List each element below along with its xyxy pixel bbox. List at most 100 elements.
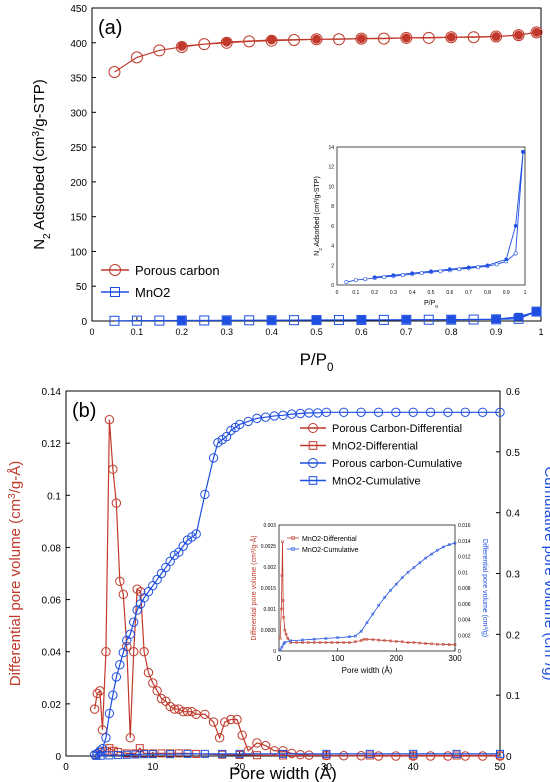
- data-point: [460, 407, 470, 417]
- inset-data-point: [383, 596, 386, 599]
- inset-data-point: [475, 265, 480, 270]
- y-axis-title: N2 Adsorbed (cm3/g-STP): [31, 79, 53, 250]
- inset-data-point: [466, 265, 471, 270]
- data-point: [477, 407, 488, 417]
- x-tick-label: 40: [408, 762, 420, 773]
- data-point: [135, 744, 144, 753]
- y-right-tick-label: 0.2: [506, 630, 520, 641]
- y-tick-label: 0: [81, 317, 87, 328]
- data-point: [101, 647, 111, 657]
- data-point: [208, 717, 219, 727]
- inset-data-point: [372, 275, 377, 279]
- data-point: [191, 709, 201, 719]
- inset-data-point: [429, 269, 433, 274]
- legend-marker: [110, 287, 120, 297]
- y-left-tick-label: 0.1: [47, 491, 61, 502]
- inset-x-tick-label: 0.5: [428, 290, 435, 296]
- legend-label: MnO2-Differential: [332, 441, 418, 453]
- y-tick-label: 350: [70, 74, 87, 85]
- data-point: [118, 647, 128, 658]
- inset-data-point: [395, 640, 398, 643]
- inset-y-left-axis-title: Differential pore volume (cm3/g-Å): [249, 535, 258, 640]
- inset-data-point: [301, 638, 304, 642]
- data-point: [139, 593, 149, 603]
- data-point: [208, 453, 219, 463]
- x-tick-label: 50: [494, 762, 506, 773]
- inset-data-point: [283, 628, 287, 632]
- inset-y-left-tick-label: 0: [273, 649, 276, 655]
- data-point: [198, 38, 211, 51]
- data-point: [111, 498, 122, 508]
- inset-data-point: [442, 545, 445, 549]
- inset-data-point: [330, 641, 334, 644]
- data-point: [131, 315, 142, 326]
- inset-data-point: [389, 589, 392, 592]
- y-left-tick-label: 0.14: [42, 387, 62, 398]
- data-point: [422, 31, 435, 44]
- inset-legend-marker: [291, 536, 295, 540]
- inset-y-tick-label: 8: [331, 204, 334, 210]
- data-point: [446, 32, 456, 42]
- data-point: [139, 647, 149, 657]
- inset-data-point: [406, 571, 410, 574]
- inset-series: [278, 540, 457, 646]
- data-point: [108, 464, 118, 474]
- legend-marker: [308, 441, 318, 450]
- data-point: [122, 750, 131, 759]
- inset-legend-label: MnO2-Cumulative: [302, 547, 359, 554]
- inset-y-right-axis-title: Differential pore volume (cm3/g): [481, 539, 490, 637]
- inset-x-tick-label: 0.1: [352, 290, 359, 296]
- inset-data-point: [400, 576, 404, 580]
- data-point: [235, 749, 244, 758]
- x-tick-label: 0: [89, 327, 94, 337]
- data-point: [104, 708, 115, 719]
- inset-data-point: [362, 637, 366, 641]
- data-point: [148, 580, 158, 591]
- data-point: [266, 315, 277, 326]
- y-right-tick-label: 0.1: [506, 691, 520, 702]
- inset-y-left-tick-label: 0.002: [263, 565, 276, 571]
- data-point: [125, 733, 135, 743]
- y-tick-label: 50: [76, 282, 88, 293]
- data-point: [115, 576, 125, 587]
- data-point: [321, 407, 332, 417]
- inset-data-point: [424, 556, 427, 560]
- x-tick-label: 10: [147, 762, 159, 773]
- data-point: [156, 568, 167, 579]
- inset-x-tick-label: 0: [336, 290, 339, 296]
- legend: Porous carbon MnO2: [101, 263, 220, 300]
- panel-b: 0 10 20 30 40 5000.020.040.060.080.10.120.140…: [7, 387, 550, 782]
- data-point: [92, 751, 101, 760]
- data-point: [89, 704, 100, 714]
- data-point: [200, 749, 209, 758]
- data-point: [237, 730, 247, 740]
- data-point: [177, 316, 186, 325]
- y-left-tick-label: 0: [55, 752, 61, 763]
- data-point: [169, 704, 180, 714]
- inset-y-tick-label: 10: [328, 184, 334, 190]
- x-tick-label: 0.6: [355, 327, 368, 337]
- x-tick-label: 0.9: [490, 327, 503, 337]
- inset-data-point: [286, 637, 290, 640]
- inset-x-tick-label: 0.9: [503, 290, 510, 296]
- data-point: [446, 314, 457, 325]
- inset-data-point: [280, 574, 284, 577]
- data-point: [200, 709, 210, 719]
- inset-y-tick-label: 2: [331, 263, 334, 269]
- data-point: [492, 315, 501, 324]
- inset-data-point: [436, 643, 439, 646]
- y-tick-label: 250: [70, 143, 87, 154]
- inset-data-point: [447, 267, 452, 272]
- data-point: [531, 306, 542, 317]
- inset-data-point: [307, 641, 310, 644]
- inset-data-point: [353, 278, 358, 283]
- data-point: [131, 750, 140, 759]
- data-point: [115, 660, 125, 670]
- data-point: [226, 714, 236, 725]
- inset-data-point: [280, 645, 284, 649]
- inset-data-point: [371, 638, 375, 641]
- inset-y-right-tick-label: 0.01: [458, 570, 468, 576]
- y-right-tick-label: 0.6: [506, 387, 520, 398]
- data-point: [286, 409, 297, 419]
- data-point: [365, 749, 374, 758]
